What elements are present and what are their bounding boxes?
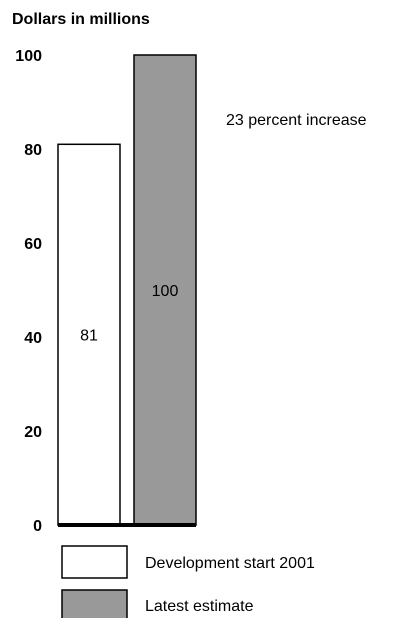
legend-label-development-start-2001: Development start 2001 <box>145 555 315 572</box>
legend-swatch-latest-estimate <box>61 589 128 618</box>
increase-annotation: 23 percent increase <box>226 112 367 129</box>
y-tick-label-80: 80 <box>24 142 42 159</box>
bar-development-start-2001 <box>57 143 121 526</box>
y-tick-label-60: 60 <box>24 236 42 253</box>
legend-swatch-development-start-2001 <box>61 545 128 579</box>
y-tick-label-20: 20 <box>24 424 42 441</box>
bar-latest-estimate <box>133 54 197 526</box>
legend-label-latest-estimate: Latest estimate <box>145 598 254 615</box>
y-tick-label-40: 40 <box>24 330 42 347</box>
data-label-development-start-2001: 81 <box>80 328 98 345</box>
y-tick-label-0: 0 <box>33 518 42 535</box>
y-tick-label-100: 100 <box>15 48 42 65</box>
data-label-latest-estimate: 100 <box>152 283 179 300</box>
y-axis-label: Dollars in millions <box>12 11 150 28</box>
